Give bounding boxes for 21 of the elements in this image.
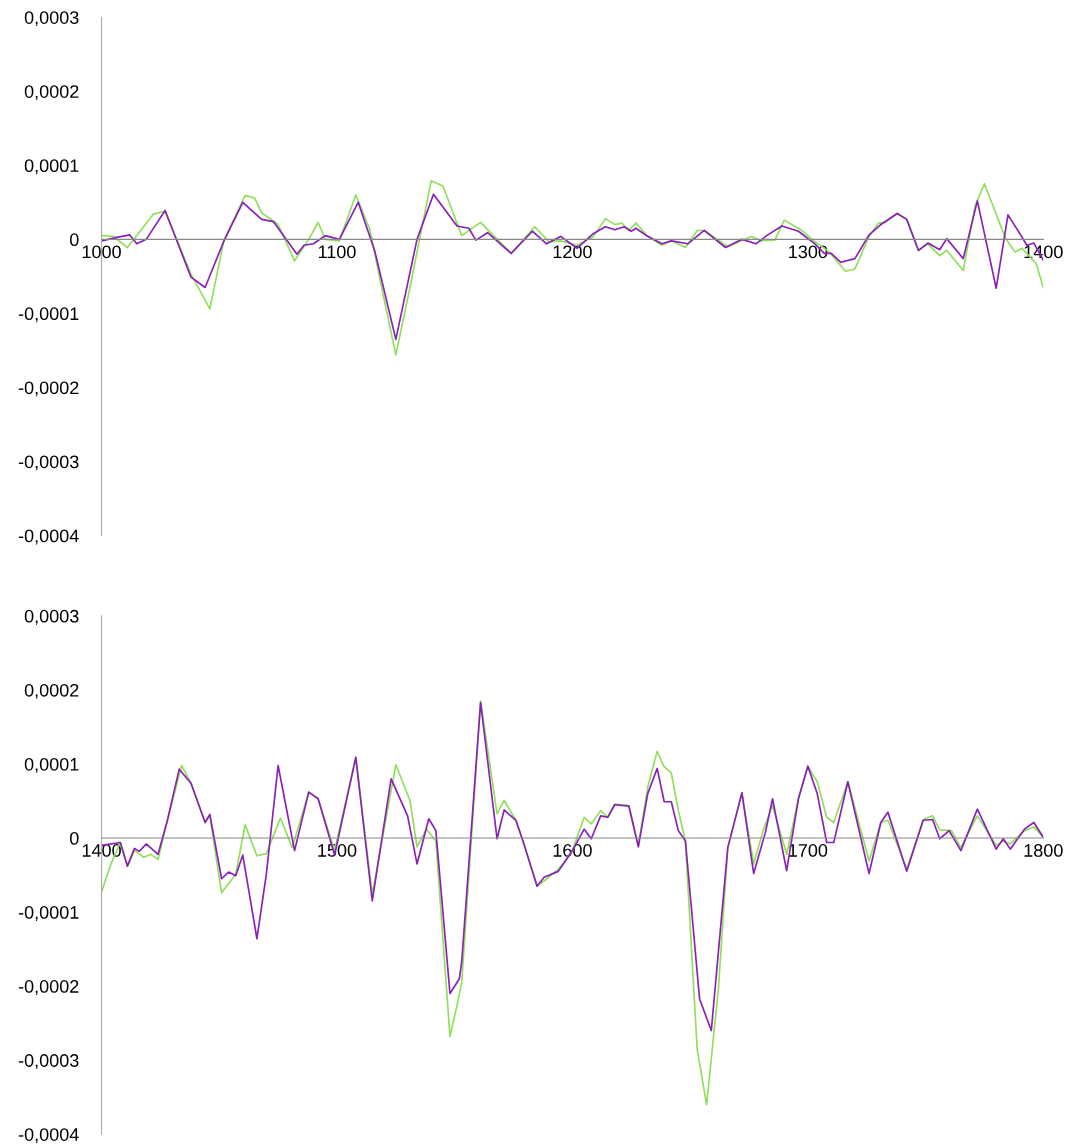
y-tick-label: 0: [69, 831, 79, 845]
y-tick-label: 0,0001: [24, 757, 79, 773]
x-tick-label: 1200: [553, 245, 592, 259]
y-tick-label: 0,0001: [24, 159, 79, 175]
y-tick-label: -0,0004: [18, 529, 79, 545]
y-tick-label: -0,0004: [18, 1128, 79, 1144]
y-tick-label: -0,0002: [18, 980, 79, 995]
y-tick-label: -0,0001: [18, 906, 79, 921]
y-tick-label: 0,0003: [24, 609, 79, 625]
x-tick-label: 1000: [82, 245, 121, 259]
y-tick-label: -0,0003: [18, 455, 79, 471]
y-tick-label: -0,0002: [18, 381, 79, 397]
y-tick-label: 0,0002: [24, 683, 79, 699]
y-tick-label: -0,0001: [18, 307, 79, 323]
y-tick-label: 0,0003: [24, 11, 79, 27]
y-tick-label: 0: [69, 233, 79, 247]
y-tick-label: 0,0002: [24, 85, 79, 101]
y-tick-label: -0,0003: [18, 1054, 79, 1070]
x-tick-label: 1100: [318, 245, 356, 259]
x-tick-label: 1300: [789, 245, 828, 259]
x-tick-label: 1800: [1024, 844, 1063, 857]
